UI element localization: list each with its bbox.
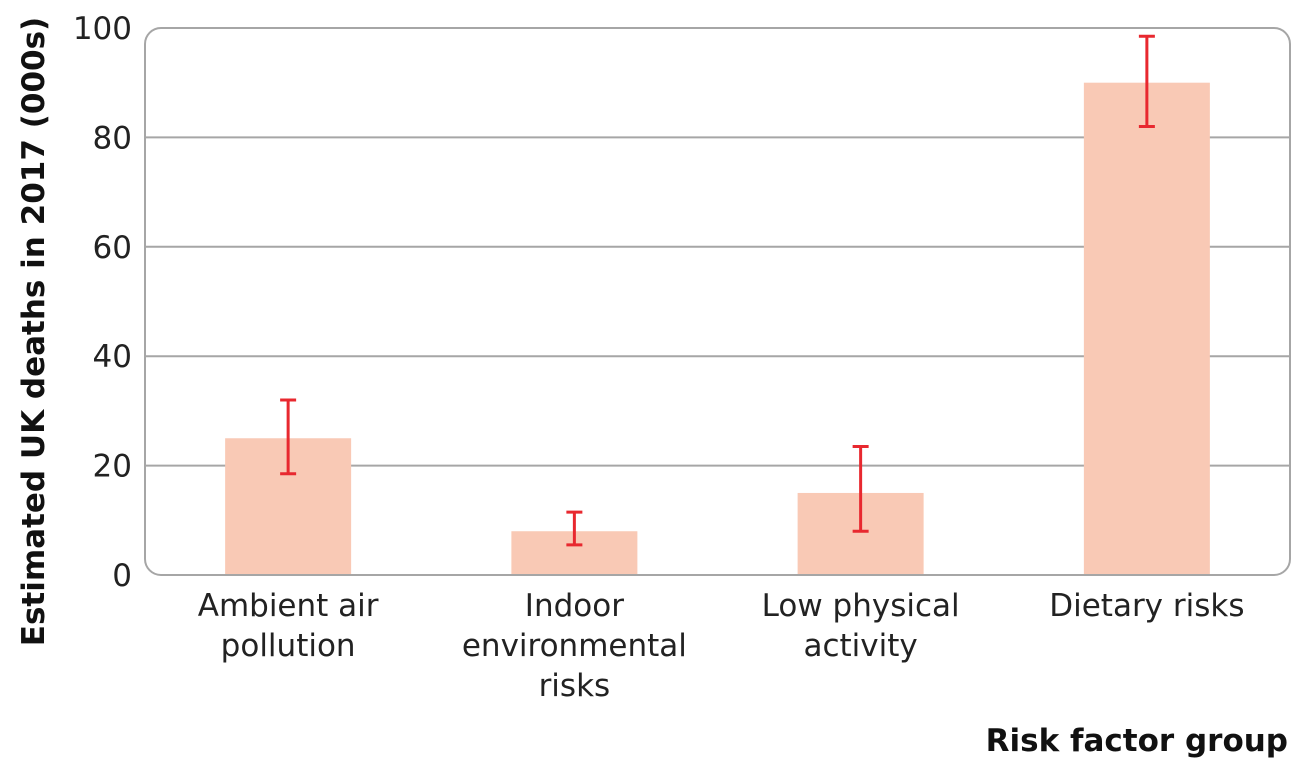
x-category-label-line: environmental: [462, 628, 687, 664]
bar: [1083, 82, 1210, 575]
x-category-label-line: Low physical: [762, 588, 960, 624]
error-bar: [852, 444, 869, 533]
y-tick-label: 80: [93, 120, 132, 156]
x-category-labels: Ambient air pollution Indoor environmental r…: [198, 588, 1245, 704]
x-category-label: Ambient air pollution: [198, 588, 379, 664]
y-tick-label: 40: [93, 339, 132, 375]
y-tick-label: 60: [93, 230, 132, 266]
error-bar: [280, 398, 297, 476]
x-category-label-line: Dietary risks: [1049, 588, 1244, 624]
x-category-label-line: Ambient air: [198, 588, 379, 624]
y-axis-title: Estimated UK deaths in 2017 (000s): [16, 17, 52, 646]
y-tick-labels: 0 20 40 60 80 100: [73, 11, 132, 594]
bars: [225, 82, 1210, 575]
x-category-label-line: activity: [803, 628, 917, 664]
x-category-label-line: Indoor: [525, 588, 624, 624]
y-tick-label: 100: [73, 11, 132, 47]
x-category-label: Low physical activity: [762, 588, 960, 664]
x-category-label: Indoor environmental risks: [462, 588, 687, 704]
plot-frame: [144, 27, 1291, 576]
error-bar: [566, 510, 583, 547]
y-tick-label: 20: [93, 449, 132, 485]
x-axis-title: Risk factor group: [986, 723, 1288, 758]
x-category-label-line: pollution: [221, 628, 356, 664]
x-category-label: Dietary risks: [1049, 588, 1244, 624]
y-tick-label: 0: [112, 558, 132, 594]
x-category-label-line: risks: [539, 668, 611, 704]
error-bar: [1138, 34, 1155, 128]
error-bars: [280, 34, 1155, 547]
